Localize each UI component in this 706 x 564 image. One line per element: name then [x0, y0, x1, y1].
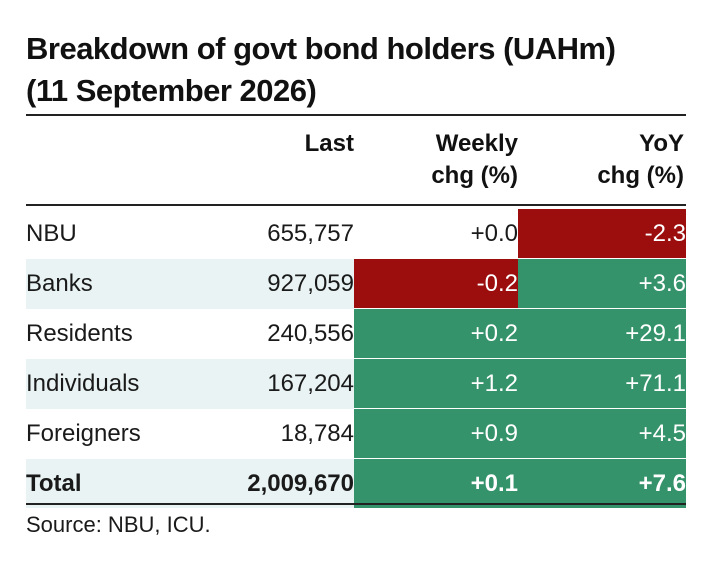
cell-yoy-chg: -2.3: [518, 209, 686, 259]
cell-yoy-chg: +29.1: [518, 308, 686, 359]
table-row: Foreigners 18,784 +0.9 +4.5: [26, 408, 686, 459]
table-row: Residents 240,556 +0.2 +29.1: [26, 308, 686, 359]
row-label: Residents: [26, 320, 133, 347]
table-row: NBU 655,757 +0.0 -2.3: [26, 209, 686, 259]
row-label: Banks: [26, 258, 208, 309]
holders-table-body: NBU 655,757 +0.0 -2.3 Banks 927,059 -0.2 +3.6 Re…: [26, 209, 686, 508]
header-last-label: Last: [304, 130, 354, 157]
header-rule: [26, 204, 686, 206]
table-row: Total 2,009,670 +0.1 +7.6: [26, 458, 686, 508]
cell-weekly-chg: +0.9: [354, 408, 518, 459]
cell-last: 2,009,670: [208, 458, 354, 508]
table-row: Banks 927,059 -0.2 +3.6: [26, 258, 686, 309]
cell-weekly-chg: -0.2: [354, 258, 518, 309]
cell-last: 655,757: [267, 220, 354, 248]
header-yoy-line-1: YoY: [639, 130, 684, 157]
row-label: Total: [26, 458, 208, 508]
cell-yoy-chg: +4.5: [518, 408, 686, 459]
top-rule: [26, 114, 686, 116]
cell-yoy-chg: +7.6: [518, 458, 686, 508]
cell-last: 240,556: [267, 320, 354, 347]
chart-title-line-2: (11 September 2026): [26, 73, 317, 108]
cell-last: 18,784: [280, 420, 354, 447]
bottom-rule: [26, 503, 686, 505]
cell-weekly-chg: +0.1: [354, 458, 518, 508]
cell-yoy-chg: +71.1: [518, 358, 686, 409]
table-row: Individuals 167,204 +1.2 +71.1: [26, 358, 686, 409]
header-last: Last: [230, 128, 354, 194]
cell-weekly-chg: +1.2: [354, 358, 518, 409]
header-weekly-line-2: chg (%): [431, 162, 518, 189]
holders-table: NBU 655,757 +0.0 -2.3 Banks 927,059 -0.2 +3.6 Re…: [26, 209, 686, 508]
header-weekly: Weekly chg (%): [380, 128, 518, 194]
cell-last: 167,204: [208, 358, 354, 409]
row-label: NBU: [26, 220, 77, 248]
cell-weekly-chg: +0.0: [354, 209, 518, 259]
header-weekly-line-1: Weekly: [435, 130, 518, 157]
row-label: Foreigners: [26, 420, 141, 447]
chart-title-line-1: Breakdown of govt bond holders (UAHm): [26, 31, 616, 66]
row-label: Individuals: [26, 358, 208, 409]
chart-title: Breakdown of govt bond holders (UAHm) (1…: [26, 28, 686, 112]
cell-last: 927,059: [208, 258, 354, 309]
header-yoy-line-2: chg (%): [597, 162, 684, 189]
cell-yoy-chg: +3.6: [518, 258, 686, 309]
header-yoy: YoY chg (%): [540, 128, 684, 194]
cell-weekly-chg: +0.2: [354, 308, 518, 359]
source-note: Source: NBU, ICU.: [26, 512, 211, 537]
